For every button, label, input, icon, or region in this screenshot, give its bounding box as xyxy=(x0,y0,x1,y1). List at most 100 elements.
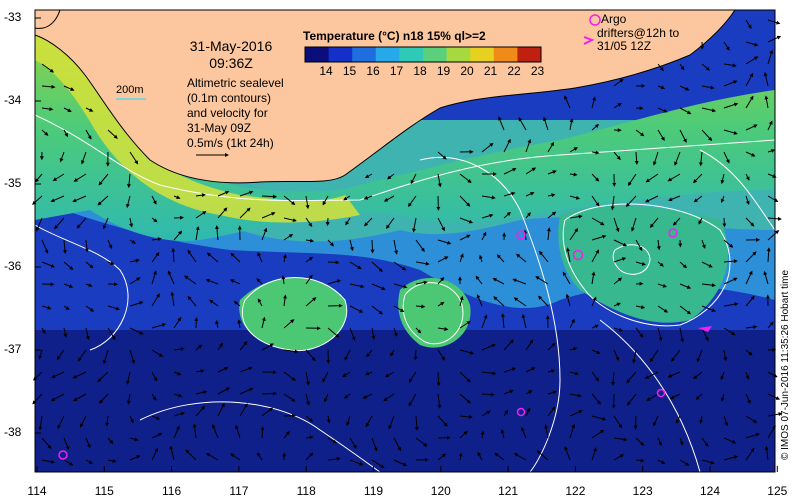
velocity-arrow xyxy=(327,327,340,338)
velocity-arrow xyxy=(50,195,65,203)
velocity-arrow xyxy=(667,173,681,182)
velocity-arrow xyxy=(635,458,645,463)
velocity-arrow xyxy=(387,173,395,180)
velocity-arrow xyxy=(239,190,254,197)
velocity-arrow xyxy=(107,239,113,250)
velocity-arrow xyxy=(195,193,206,198)
velocity-arrow xyxy=(500,428,505,439)
altimetry-line: 31-May 09Z xyxy=(187,121,252,135)
velocity-arrow xyxy=(569,172,578,177)
velocity-arrow xyxy=(63,107,72,112)
velocity-arrow xyxy=(239,366,253,373)
velocity-arrow xyxy=(76,217,87,229)
velocity-arrow xyxy=(591,296,597,307)
velocity-arrow xyxy=(481,392,495,397)
velocity-arrow xyxy=(693,195,703,203)
velocity-arrow xyxy=(283,371,296,382)
velocity-arrow xyxy=(538,295,549,307)
velocity-arrow xyxy=(151,432,163,439)
velocity-arrow xyxy=(151,371,158,382)
velocity-arrow xyxy=(481,314,488,329)
velocity-arrow xyxy=(536,450,549,461)
velocity-arrow xyxy=(169,445,175,461)
velocity-arrow xyxy=(591,249,599,263)
velocity-arrow xyxy=(206,252,219,263)
velocity-arrow xyxy=(173,316,182,329)
velocity-arrow xyxy=(701,239,706,249)
velocity-arrow xyxy=(393,305,405,313)
velocity-arrow xyxy=(613,302,621,307)
velocity-arrow xyxy=(745,415,758,423)
velocity-arrow xyxy=(634,151,639,165)
velocity-arrow xyxy=(195,211,207,219)
colorbar-tick-label: 21 xyxy=(483,64,498,78)
velocity-arrow xyxy=(480,430,485,439)
velocity-arrow xyxy=(51,371,65,379)
velocity-arrow xyxy=(479,254,483,263)
velocity-arrow xyxy=(283,294,287,307)
velocity-arrow xyxy=(107,458,117,463)
velocity-arrow xyxy=(129,327,144,335)
velocity-arrow xyxy=(668,195,681,202)
x-tick-label: 116 xyxy=(162,484,182,498)
velocity-arrow xyxy=(408,195,417,208)
velocity-arrow xyxy=(459,349,474,355)
colorbar-segment xyxy=(517,47,542,62)
velocity-arrow xyxy=(32,195,43,205)
velocity-arrow xyxy=(657,63,664,72)
colorbar-segment xyxy=(305,47,330,62)
velocity-arrow xyxy=(383,195,395,202)
velocity-arrow xyxy=(547,369,556,374)
velocity-arrow xyxy=(63,305,70,311)
velocity-arrow xyxy=(701,437,709,447)
velocity-arrow xyxy=(343,195,351,201)
velocity-arrow xyxy=(657,129,665,142)
velocity-arrow xyxy=(745,371,750,380)
velocity-arrow xyxy=(635,305,646,310)
velocity-arrow xyxy=(591,393,601,405)
velocity-arrow xyxy=(167,270,175,285)
velocity-arrow xyxy=(544,424,549,439)
velocity-arrow xyxy=(129,239,136,244)
velocity-arrow xyxy=(613,454,624,461)
colorbar-segment xyxy=(470,47,495,62)
velocity-arrow xyxy=(349,437,357,450)
velocity-arrow xyxy=(525,367,536,373)
velocity-arrow xyxy=(363,195,373,200)
velocity-arrow xyxy=(437,301,445,307)
velocity-arrow xyxy=(767,393,781,400)
velocity-arrow xyxy=(459,295,464,307)
velocity-arrow xyxy=(371,327,376,340)
velocity-arrow xyxy=(127,173,131,189)
velocity-arrow xyxy=(547,141,555,153)
velocity-arrow xyxy=(699,415,704,425)
velocity-arrow xyxy=(591,415,607,421)
velocity-arrow xyxy=(745,270,753,285)
velocity-arrow xyxy=(459,320,471,329)
velocity-arrow xyxy=(437,256,449,263)
velocity-arrow xyxy=(613,78,624,87)
velocity-arrow xyxy=(722,217,727,228)
velocity-arrow xyxy=(656,239,661,251)
velocity-arrow xyxy=(173,371,182,376)
velocity-arrow xyxy=(107,305,120,311)
x-tick-label: 117 xyxy=(229,484,249,498)
velocity-arrow xyxy=(766,247,771,263)
velocity-arrow xyxy=(626,393,637,406)
velocity-arrow xyxy=(215,320,220,329)
velocity-arrow xyxy=(627,173,637,187)
velocity-arrow xyxy=(322,371,329,383)
velocity-arrow xyxy=(538,250,549,263)
velocity-arrow xyxy=(151,251,160,263)
velocity-arrow xyxy=(763,71,769,87)
velocity-arrow xyxy=(349,261,362,270)
velocity-arrow xyxy=(564,95,571,109)
x-tick-label: 114 xyxy=(27,484,47,498)
velocity-arrow xyxy=(77,349,87,362)
velocity-arrow xyxy=(151,195,157,205)
velocity-arrow xyxy=(437,327,449,332)
velocity-arrow xyxy=(562,271,571,285)
velocity-arrow xyxy=(767,49,774,65)
velocity-arrow xyxy=(657,283,667,288)
velocity-arrow xyxy=(503,409,509,417)
